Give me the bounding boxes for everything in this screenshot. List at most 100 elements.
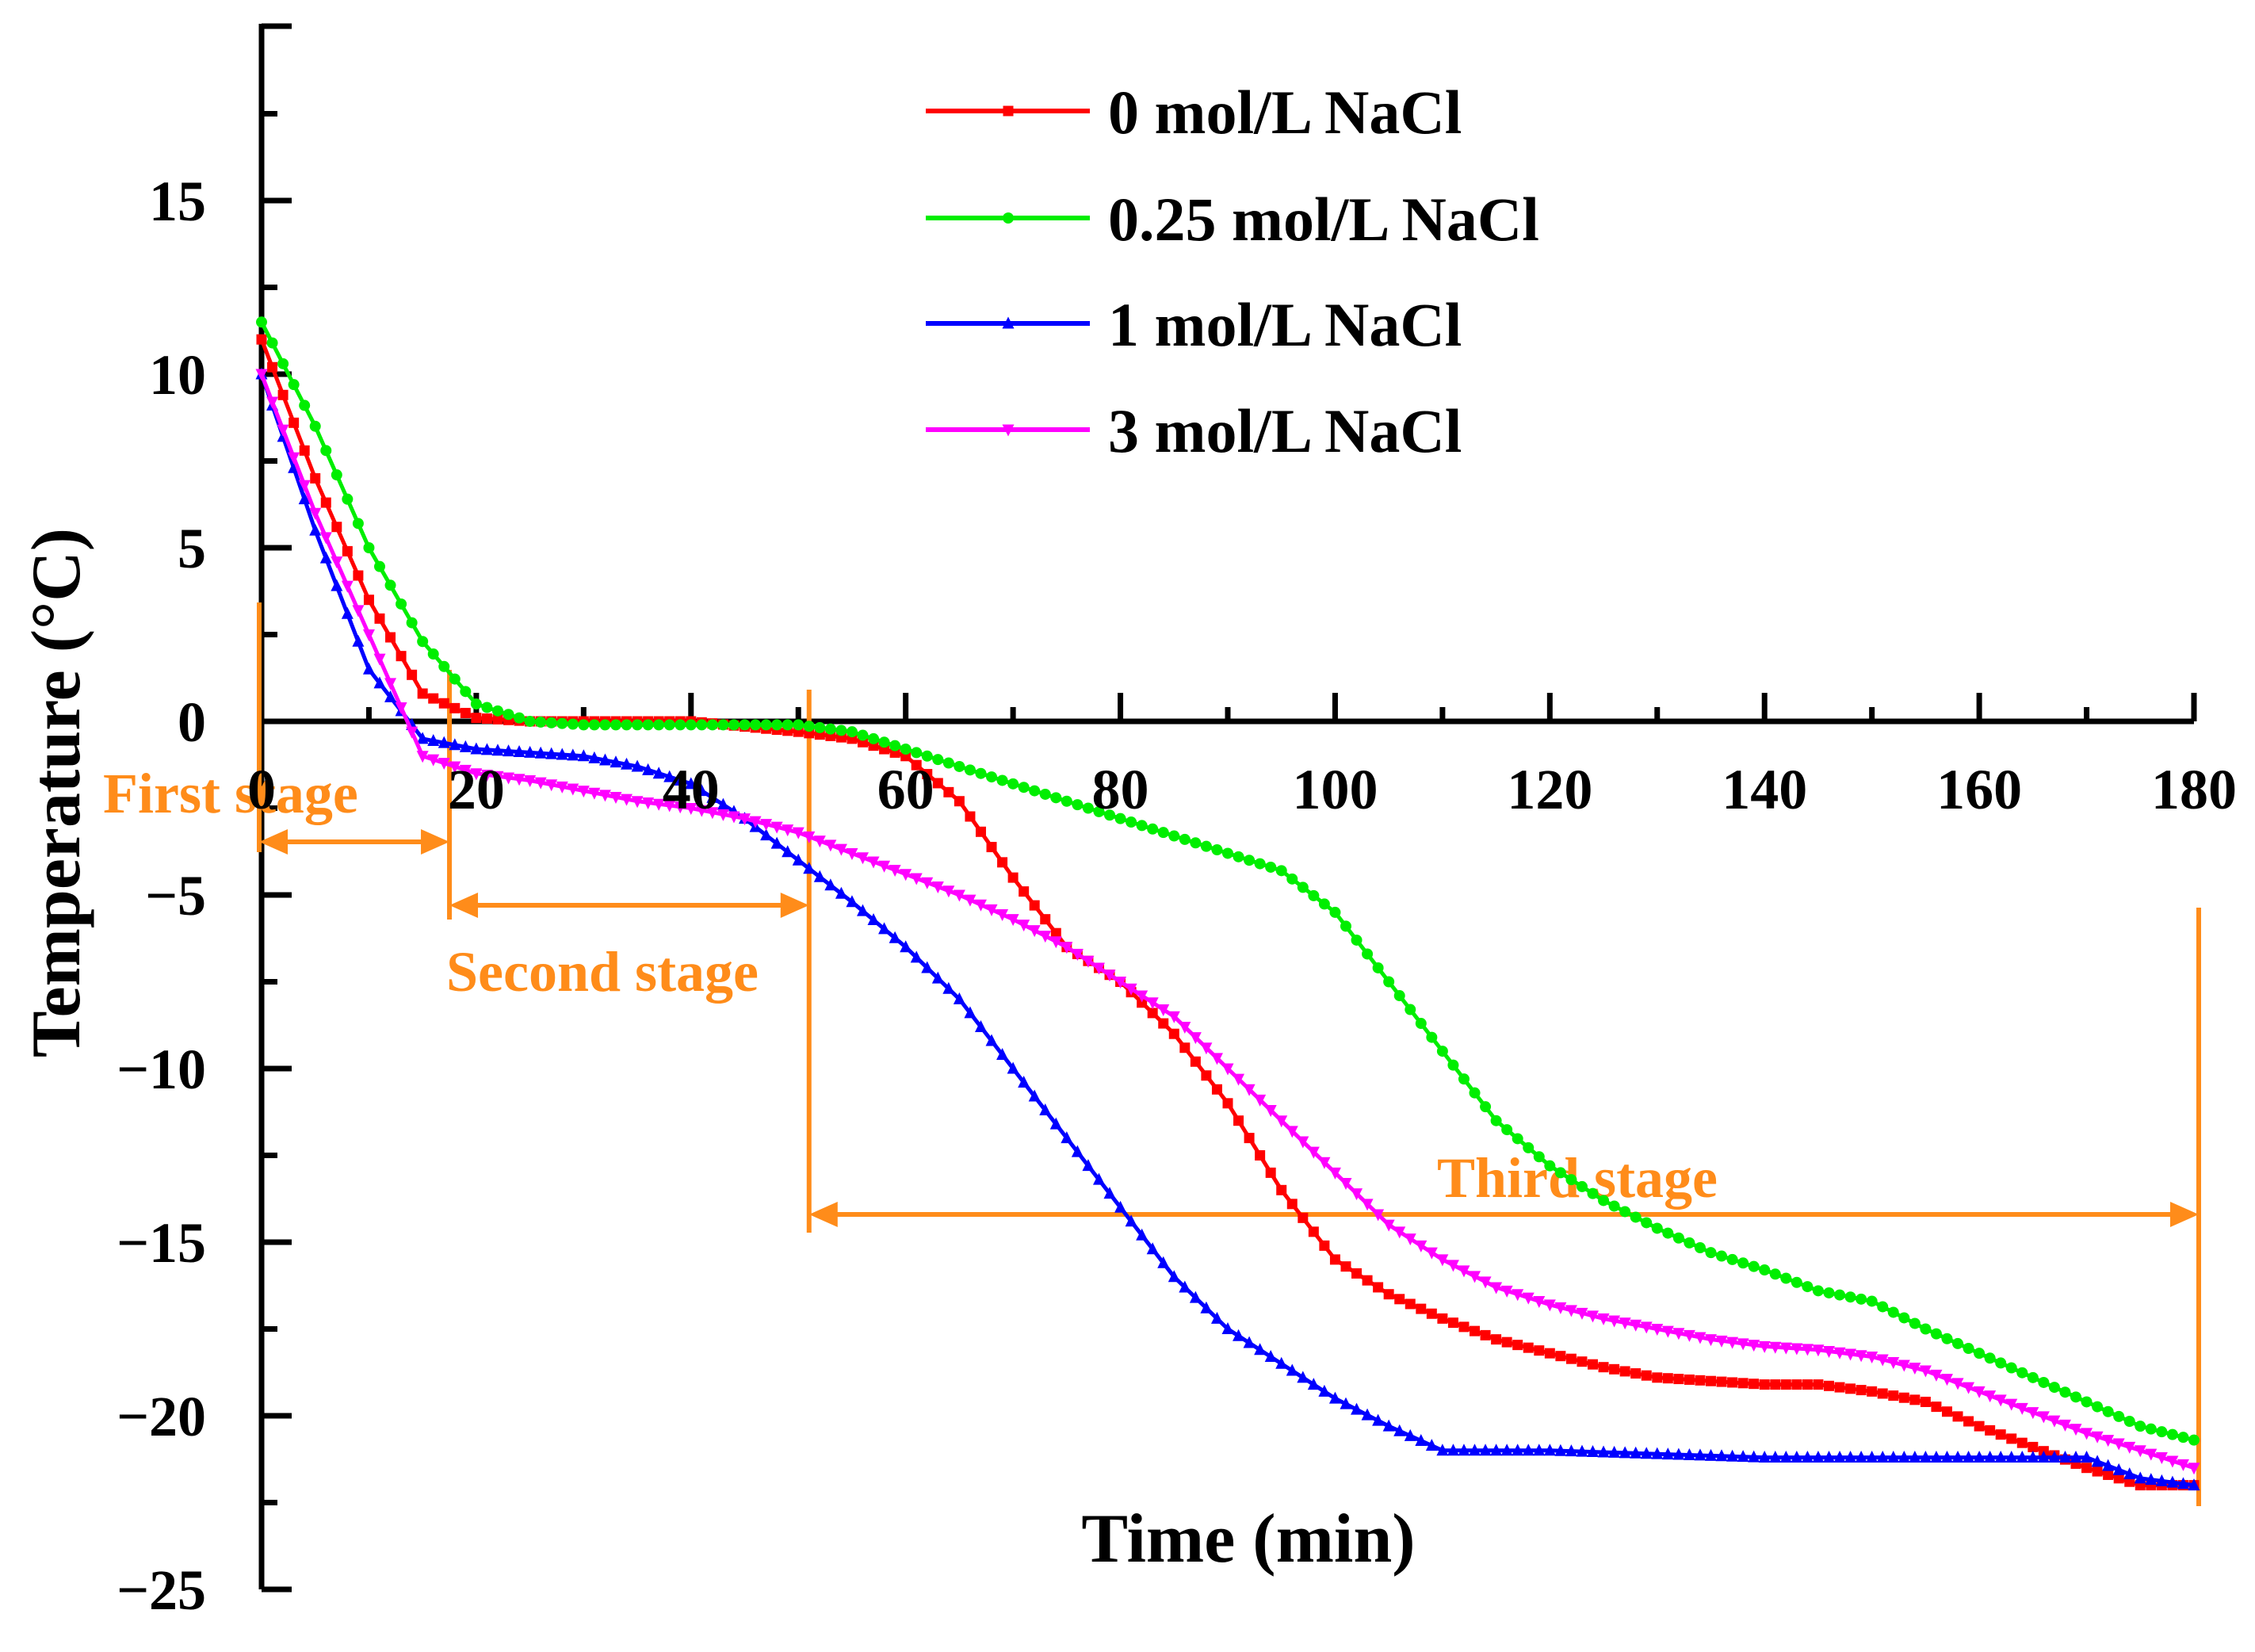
data-point-marker [1748, 1260, 1760, 1272]
data-point-marker [1834, 1289, 1846, 1301]
data-point-marker [1802, 1379, 1813, 1390]
data-point-marker [2103, 1469, 2114, 1480]
data-point-marker [1244, 855, 1256, 866]
data-point-marker [760, 828, 773, 841]
data-point-marker [299, 445, 310, 456]
data-point-marker [1984, 1390, 1997, 1403]
data-point-marker [846, 726, 858, 738]
data-point-marker [974, 899, 987, 912]
data-point-marker [985, 904, 998, 916]
data-point-marker [1373, 1282, 1384, 1293]
data-point-marker [975, 767, 987, 779]
data-point-marker [1587, 1310, 1600, 1323]
data-point-marker [1963, 1382, 1975, 1394]
data-point-marker [1189, 1291, 1202, 1303]
data-point-marker [556, 748, 568, 760]
data-point-marker [728, 719, 740, 731]
data-point-marker [1834, 1382, 1845, 1393]
data-point-marker [2113, 1473, 2124, 1484]
data-point-marker [803, 862, 816, 874]
data-point-marker [846, 847, 858, 860]
data-point-marker [706, 790, 719, 803]
data-point-marker [480, 743, 493, 755]
data-point-marker [1425, 1247, 1438, 1260]
data-point-marker [1769, 1451, 1782, 1463]
data-point-marker [1500, 1444, 1513, 1456]
stage-label: First stage [103, 762, 358, 825]
data-point-marker [1823, 1380, 1834, 1391]
data-point-marker [298, 492, 311, 505]
data-point-marker [695, 784, 708, 797]
data-point-marker [653, 719, 665, 731]
data-point-marker [760, 719, 772, 731]
data-point-marker [471, 713, 482, 724]
x-tick-label: 140 [1722, 758, 1807, 821]
data-point-marker [932, 778, 943, 789]
data-point-marker [652, 767, 665, 779]
data-point-marker [1126, 816, 1137, 828]
y-tick-label: −25 [117, 1558, 206, 1622]
data-point-marker [674, 773, 686, 786]
data-point-marker [1007, 872, 1019, 883]
data-point-marker [642, 797, 655, 809]
data-point-marker [2037, 1451, 2050, 1463]
data-point-marker [1179, 1021, 1191, 1034]
data-point-marker [1512, 1133, 1523, 1145]
data-point-marker [1340, 920, 1351, 932]
data-point-marker [320, 445, 332, 457]
data-point-marker [1500, 1285, 1513, 1298]
data-point-marker [1190, 837, 1202, 849]
data-point-marker [1543, 1299, 1556, 1312]
data-point-marker [997, 857, 1008, 868]
x-tick-label: 120 [1507, 758, 1592, 821]
data-point-marker [1179, 1280, 1191, 1293]
data-point-marker [598, 753, 611, 766]
data-point-marker [1415, 1240, 1428, 1252]
data-point-marker [1973, 1386, 1986, 1398]
data-point-marker [2048, 1382, 2060, 1394]
data-point-marker [2005, 1362, 2017, 1374]
data-point-marker [1329, 906, 1341, 918]
data-point-marker [1221, 1063, 1234, 1076]
data-point-marker [331, 522, 342, 533]
data-point-marker [1640, 1447, 1653, 1459]
data-point-marker [2038, 1376, 2050, 1388]
data-point-marker [1147, 1008, 1158, 1019]
data-point-marker [1780, 1272, 1792, 1284]
data-point-marker [1683, 1447, 1695, 1460]
data-point-marker [1103, 969, 1116, 982]
data-point-marker [1286, 1199, 1298, 1210]
data-point-marker [1211, 844, 1223, 856]
data-point-marker [1770, 1379, 1781, 1390]
data-point-marker [632, 719, 644, 731]
legend-label: 1 mol/L NaCl [1108, 290, 1462, 359]
data-point-marker [685, 719, 697, 731]
data-point-marker [2037, 1411, 2050, 1424]
data-point-marker [320, 497, 331, 508]
data-point-marker [975, 826, 986, 837]
data-point-marker [1619, 1446, 1631, 1459]
data-point-marker [717, 797, 729, 810]
data-point-marker [1383, 976, 1395, 988]
stage-arrow-head-right [421, 829, 450, 855]
data-point-marker [331, 469, 342, 481]
data-point-marker [1823, 1287, 1835, 1298]
data-point-marker [846, 895, 858, 908]
data-point-marker [396, 598, 407, 610]
data-point-marker [867, 856, 880, 869]
data-point-marker [868, 732, 880, 744]
data-point-marker [534, 777, 547, 790]
data-point-marker [1995, 1429, 2006, 1440]
data-point-marker [1512, 1340, 1523, 1351]
data-point-marker [1447, 1059, 1459, 1071]
data-point-marker [1512, 1444, 1524, 1456]
data-point-marker [1254, 1343, 1267, 1356]
data-point-marker [642, 763, 655, 775]
data-point-marker [931, 971, 944, 984]
y-tick-label: 15 [149, 170, 206, 233]
data-point-marker [1994, 1394, 2007, 1407]
data-point-marker [1039, 788, 1051, 800]
data-point-marker [996, 774, 1008, 786]
data-point-marker [1737, 1450, 1749, 1463]
data-point-marker [2123, 1416, 2135, 1428]
